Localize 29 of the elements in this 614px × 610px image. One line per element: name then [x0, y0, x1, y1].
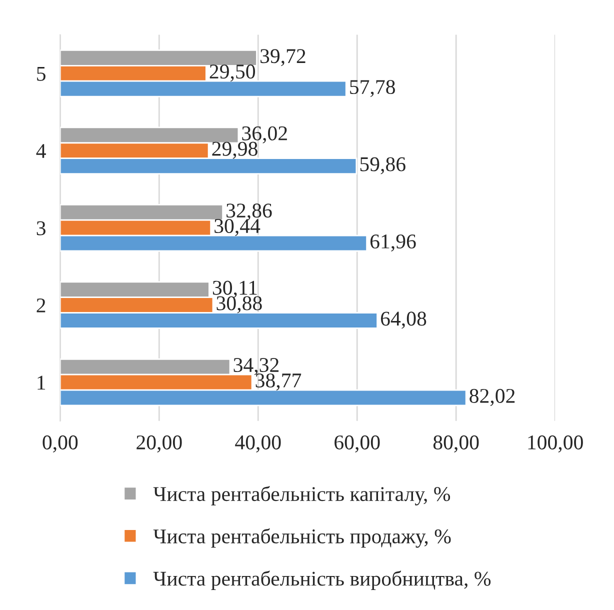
data-label: 36,02	[242, 126, 287, 144]
x-tick-label: 20,00	[136, 435, 182, 452]
x-tick-label: 60,00	[334, 435, 380, 452]
data-label: 34,32	[234, 358, 279, 376]
y-tick-label: 2	[36, 298, 46, 312]
data-label: 29,50	[210, 64, 256, 82]
x-tick-label: 40,00	[235, 435, 281, 452]
data-label: 32,86	[226, 204, 272, 221]
x-tick-label: 80,00	[433, 435, 479, 452]
data-label: 30,44	[214, 218, 260, 236]
data-label: 59,86	[360, 157, 406, 174]
legend-label: Чиста рентабельність продажу, %	[153, 528, 451, 548]
x-tick-label: 0,00	[42, 435, 78, 452]
data-label: 39,72	[260, 49, 306, 66]
data-label: 29,98	[212, 142, 258, 159]
data-label: 30,88	[216, 296, 262, 314]
data-label: 82,02	[470, 388, 515, 406]
y-tick-label: 4	[36, 144, 46, 158]
data-label: 38,77	[256, 373, 302, 390]
x-tick-label: 100,00	[528, 435, 583, 452]
legend-label: Чиста рентабельність виробництва, %	[153, 570, 491, 590]
y-tick-label: 1	[38, 376, 46, 390]
y-tick-label: 5	[37, 66, 46, 81]
data-label: 61,96	[370, 234, 416, 252]
data-label: 57,78	[350, 80, 395, 98]
legend-label: Чиста рентабельність капіталу, %	[153, 486, 450, 506]
data-label: 64,08	[380, 312, 426, 329]
y-tick-label: 3	[36, 221, 46, 236]
data-label: 30,11	[212, 280, 257, 298]
